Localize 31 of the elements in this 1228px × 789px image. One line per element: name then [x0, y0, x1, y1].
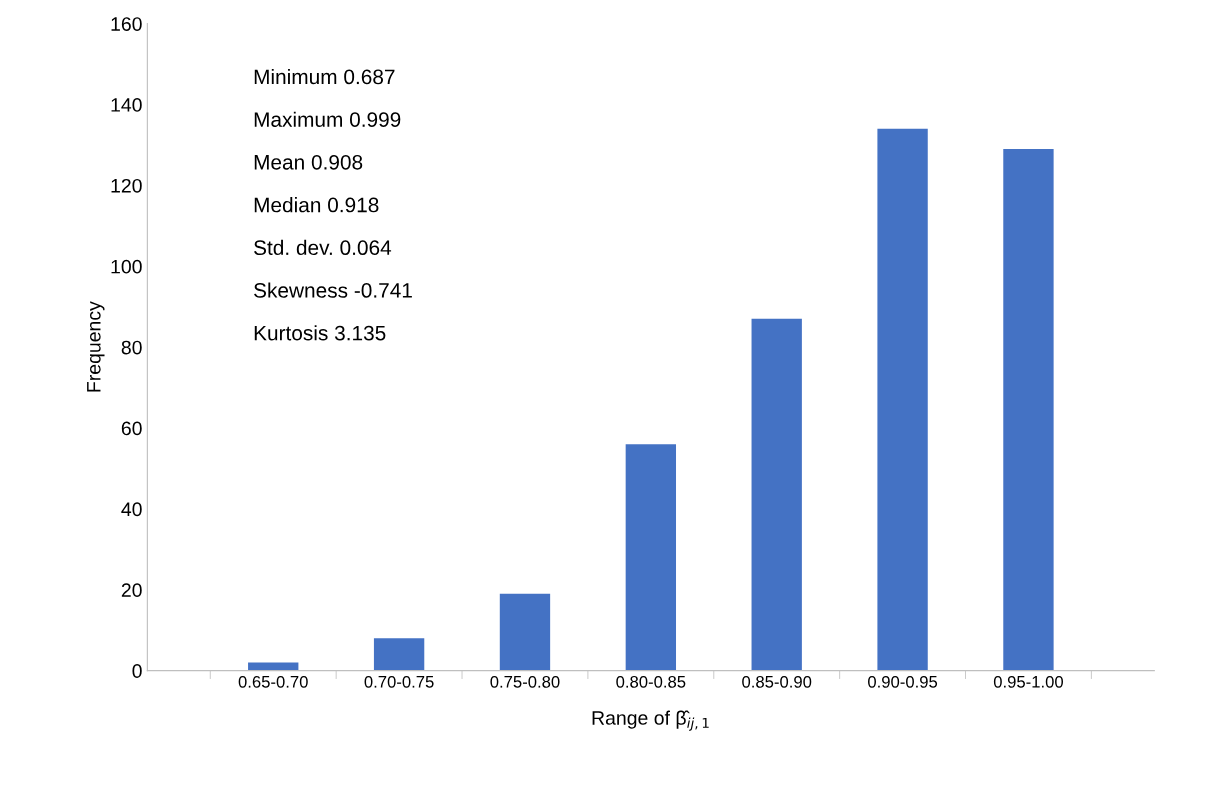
bar: [877, 128, 928, 671]
y-tick-label: 0: [132, 664, 142, 678]
x-tick-label: 0.90-0.95: [868, 675, 938, 688]
y-tick-label: 80: [121, 340, 142, 355]
annotation: Std. dev. 0.064: [254, 239, 392, 256]
x-axis-title: Range of β̂$_{ij,1}$: [592, 710, 709, 731]
annotation: Skewness -0.741: [254, 282, 412, 298]
annotation: Maximum 0.999: [254, 111, 401, 127]
y-tick-label: 40: [121, 502, 142, 517]
y-tick-label: 20: [121, 583, 142, 598]
x-tick-label: 0.85-0.90: [742, 675, 812, 688]
bar: [751, 318, 802, 671]
x-tick-label: 0.65-0.70: [238, 675, 308, 688]
bar: [373, 638, 425, 671]
x-tick-label: 0.70-0.75: [364, 675, 434, 688]
annotation: Kurtosis 3.135: [254, 325, 386, 341]
annotation: Median 0.918: [254, 197, 379, 213]
annotation: Mean 0.908: [254, 154, 363, 170]
y-tick-label: 100: [111, 259, 142, 274]
y-tick-label: 160: [111, 17, 142, 31]
annotation: Minimum 0.687: [254, 68, 395, 85]
y-tick-label: 120: [111, 178, 142, 193]
y-tick-label: 60: [121, 421, 142, 436]
y-axis-title: Frequency: [87, 301, 105, 392]
x-tick-label: 0.80-0.85: [616, 675, 686, 688]
x-tick-label: 0.75-0.80: [490, 675, 560, 688]
y-tick-label: 140: [111, 98, 142, 112]
bar: [1003, 149, 1054, 671]
bar: [625, 444, 677, 671]
bar: [499, 593, 551, 671]
x-tick-label: 0.95-1.00: [993, 675, 1064, 688]
